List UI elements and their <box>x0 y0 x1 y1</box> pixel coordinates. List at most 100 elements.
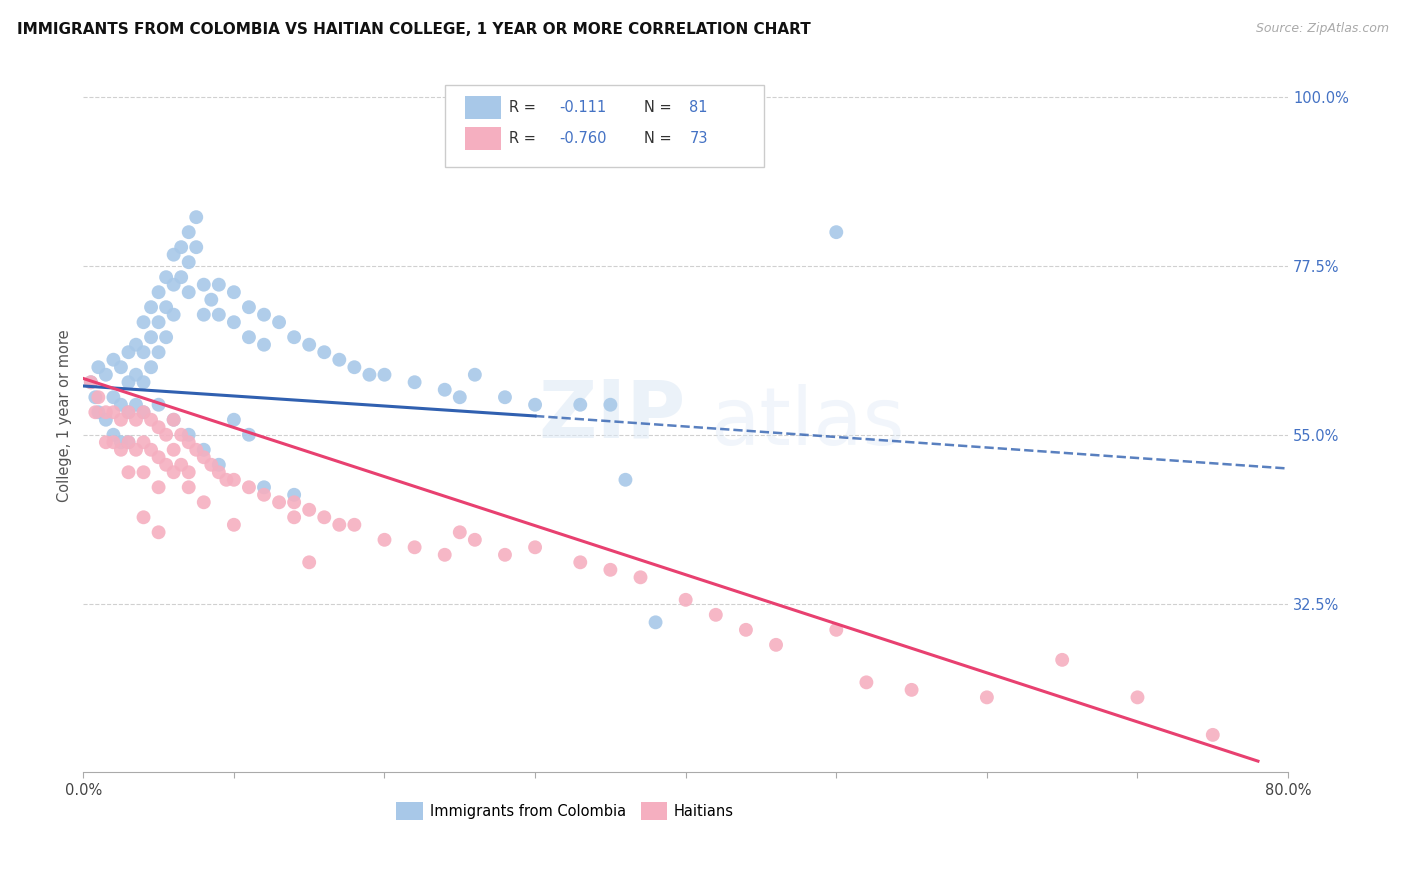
Text: N =: N = <box>644 131 671 146</box>
Point <box>343 517 366 532</box>
Point <box>283 330 305 344</box>
Point <box>163 248 186 262</box>
Point <box>80 376 103 390</box>
Point <box>208 465 231 479</box>
Point <box>148 480 170 494</box>
Point <box>328 352 350 367</box>
Point <box>644 615 666 630</box>
Point <box>110 360 132 375</box>
Point <box>170 270 193 285</box>
Point <box>298 337 321 351</box>
Point <box>855 675 877 690</box>
Point <box>155 300 177 314</box>
Point <box>215 473 238 487</box>
Point <box>494 548 516 562</box>
Point <box>103 435 125 450</box>
Point <box>132 376 155 390</box>
Point <box>132 435 155 450</box>
Point <box>139 413 162 427</box>
Text: Source: ZipAtlas.com: Source: ZipAtlas.com <box>1256 22 1389 36</box>
Point <box>253 308 276 322</box>
Point <box>87 405 110 419</box>
Point <box>765 638 787 652</box>
Point <box>155 270 177 285</box>
Point <box>132 405 155 419</box>
Point <box>449 390 471 404</box>
Point <box>238 427 260 442</box>
Point <box>139 360 162 375</box>
Point <box>222 315 245 329</box>
Point <box>163 413 186 427</box>
Point <box>125 368 148 382</box>
Point <box>148 420 170 434</box>
Point <box>1202 728 1225 742</box>
Point <box>84 405 107 419</box>
Point <box>110 413 132 427</box>
Point <box>735 623 758 637</box>
Point <box>314 510 336 524</box>
Point <box>464 533 486 547</box>
Point <box>139 442 162 457</box>
Text: -0.111: -0.111 <box>560 100 606 115</box>
Point <box>117 435 139 450</box>
Text: R =: R = <box>509 100 536 115</box>
Point <box>148 315 170 329</box>
Point <box>208 277 231 292</box>
Point <box>314 345 336 359</box>
Point <box>238 480 260 494</box>
Point <box>94 368 117 382</box>
Point <box>177 427 200 442</box>
Text: atlas: atlas <box>710 384 904 462</box>
Point <box>900 682 922 697</box>
Point <box>267 315 290 329</box>
Legend: Immigrants from Colombia, Haitians: Immigrants from Colombia, Haitians <box>391 797 740 826</box>
Point <box>569 398 592 412</box>
Point <box>94 413 117 427</box>
Point <box>177 255 200 269</box>
Point <box>569 555 592 569</box>
Point <box>825 623 848 637</box>
Point <box>359 368 381 382</box>
Point <box>193 308 215 322</box>
Point <box>283 488 305 502</box>
Bar <box>465 96 502 119</box>
Point <box>186 442 208 457</box>
Point <box>193 495 215 509</box>
Point <box>163 277 186 292</box>
Point <box>125 337 148 351</box>
Point <box>524 541 547 555</box>
Point <box>267 495 290 509</box>
Point <box>87 360 110 375</box>
Point <box>163 413 186 427</box>
Point <box>1126 690 1149 705</box>
Point <box>80 376 103 390</box>
Point <box>148 285 170 300</box>
Point <box>94 405 117 419</box>
Point <box>599 398 621 412</box>
Text: ZIP: ZIP <box>538 377 686 455</box>
Point <box>148 398 170 412</box>
FancyBboxPatch shape <box>444 85 763 167</box>
Point <box>94 435 117 450</box>
Point <box>103 405 125 419</box>
Point <box>163 442 186 457</box>
Point <box>404 541 426 555</box>
Point <box>117 345 139 359</box>
Point <box>177 225 200 239</box>
Point <box>125 413 148 427</box>
Point <box>132 315 155 329</box>
Point <box>253 337 276 351</box>
Point <box>238 300 260 314</box>
Point <box>404 376 426 390</box>
Point <box>283 510 305 524</box>
Point <box>177 285 200 300</box>
Point <box>155 330 177 344</box>
Point <box>433 383 456 397</box>
Point <box>976 690 998 705</box>
Point <box>186 240 208 254</box>
Point <box>449 525 471 540</box>
Point <box>103 390 125 404</box>
Point <box>193 450 215 465</box>
Bar <box>465 128 502 150</box>
Point <box>155 427 177 442</box>
